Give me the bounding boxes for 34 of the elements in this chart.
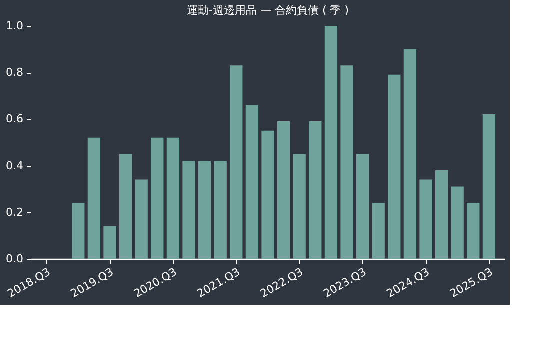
bar <box>340 66 354 259</box>
bar <box>230 66 243 259</box>
bar <box>404 49 417 259</box>
y-tick-label: 0.4 <box>6 159 24 172</box>
bar <box>309 122 322 259</box>
bar <box>293 154 306 259</box>
y-tick-label: 0.0 <box>6 252 24 266</box>
bar <box>198 161 212 259</box>
bar <box>277 122 290 259</box>
bar <box>72 203 85 259</box>
bar <box>420 180 432 259</box>
y-tick-label: 0.2 <box>6 206 24 219</box>
bar <box>356 154 370 259</box>
bar <box>182 161 196 259</box>
y-tick-label: 1.0 <box>6 20 24 32</box>
bar <box>372 203 385 259</box>
y-tick-label: 0.6 <box>6 112 24 126</box>
bar <box>482 114 496 259</box>
bar <box>166 138 180 259</box>
bar <box>246 105 259 259</box>
bar <box>451 186 464 259</box>
y-tick-label: 0.8 <box>6 66 24 80</box>
bar <box>324 26 338 259</box>
bar <box>262 130 274 259</box>
bar <box>119 154 132 259</box>
bar <box>88 138 101 259</box>
bar <box>388 74 401 259</box>
bar <box>214 161 227 259</box>
bar <box>435 170 448 259</box>
bar <box>104 226 116 259</box>
bar <box>135 180 148 259</box>
chart-title: 運動-週邊用品 — 合約負債 ( 季 ) <box>186 4 350 17</box>
bar <box>467 203 480 259</box>
bar <box>151 138 164 259</box>
